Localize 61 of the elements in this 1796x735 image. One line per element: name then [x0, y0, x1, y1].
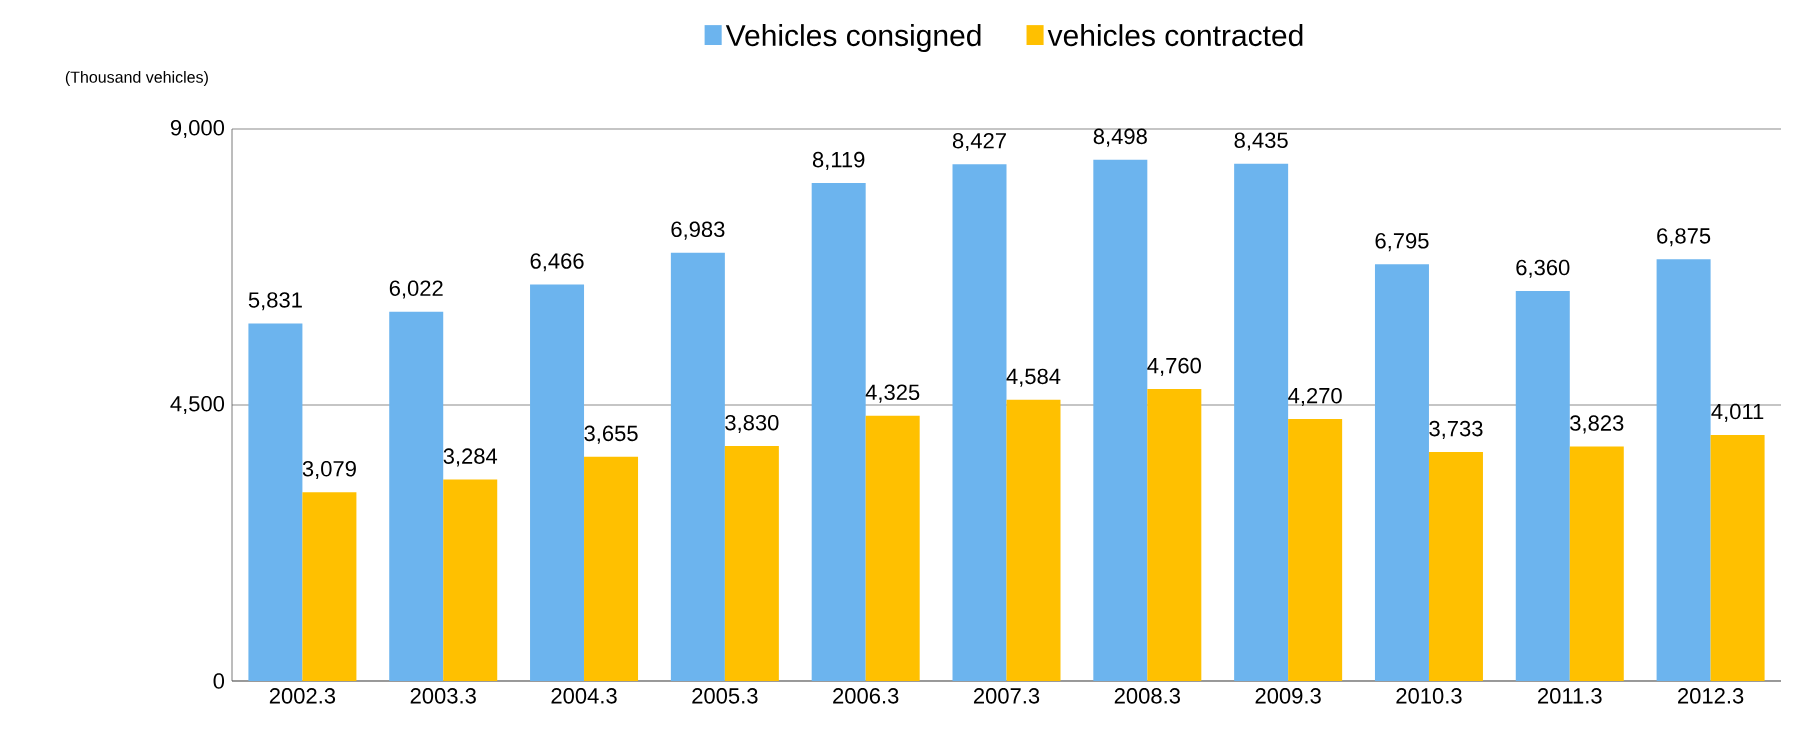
x-tick-label: 2005.3 — [692, 688, 758, 704]
data-label: 6,022 — [389, 280, 443, 299]
data-label: 6,875 — [1657, 228, 1711, 247]
bar — [1093, 159, 1148, 681]
x-tick-label: 2003.3 — [410, 688, 476, 704]
data-label: 6,466 — [530, 253, 584, 272]
bar — [724, 446, 779, 681]
x-tick-label: 2002.3 — [269, 688, 336, 704]
data-label: 8,427 — [952, 132, 1006, 152]
data-label: 3,823 — [1570, 415, 1624, 434]
data-label: 8,119 — [812, 151, 865, 170]
data-label: 8,435 — [1234, 132, 1288, 151]
legend-label: vehicles contracted — [1047, 24, 1303, 47]
x-tick-label: 2012.3 — [1678, 688, 1744, 704]
bar — [1374, 264, 1429, 681]
y-tick-label: 9,000 — [170, 119, 225, 139]
x-tick-label: 2009.3 — [1255, 688, 1321, 704]
bar — [248, 323, 303, 681]
bar — [1515, 290, 1570, 681]
x-tick-label: 2004.3 — [551, 688, 617, 704]
data-label: 4,584 — [1006, 368, 1061, 387]
bar — [1710, 435, 1765, 681]
bar — [1428, 452, 1483, 681]
bar — [1569, 446, 1624, 681]
data-label: 6,983 — [671, 221, 725, 240]
bar — [302, 492, 357, 681]
data-label: 4,325 — [865, 384, 920, 403]
x-tick-label: 2010.3 — [1396, 688, 1462, 704]
bar — [1006, 399, 1061, 681]
bar — [1656, 259, 1711, 681]
data-label: 6,360 — [1516, 259, 1570, 278]
data-label: 3,655 — [584, 425, 638, 444]
y-tick-label: 0 — [213, 673, 225, 689]
data-label: 4,011 — [1711, 403, 1764, 422]
y-tick-label: 4,500 — [170, 395, 225, 415]
bar — [865, 415, 920, 681]
bar — [670, 252, 725, 681]
x-tick-label: 2006.3 — [833, 688, 899, 704]
data-label: 4,270 — [1288, 387, 1342, 407]
bar — [1147, 389, 1202, 681]
x-tick-label: 2007.3 — [973, 688, 1040, 704]
data-label: 5,831 — [248, 292, 302, 311]
bar — [1288, 419, 1343, 681]
bar — [1234, 163, 1289, 681]
bar — [443, 479, 498, 681]
data-label: 3,079 — [302, 460, 356, 480]
legend-label: Vehicles consigned — [725, 24, 981, 53]
x-tick-label: 2011.3 — [1538, 688, 1602, 704]
y-axis-title: (Thousand vehicles) — [65, 71, 208, 86]
data-label: 4,760 — [1147, 357, 1201, 377]
data-label: 8,498 — [1093, 128, 1147, 147]
data-label: 3,830 — [725, 414, 779, 434]
bar — [389, 311, 444, 681]
bar — [530, 284, 585, 681]
bar — [952, 164, 1007, 681]
data-label: 6,795 — [1375, 233, 1429, 252]
bar — [584, 456, 639, 681]
data-label: 3,733 — [1429, 420, 1483, 439]
data-label: 3,284 — [443, 448, 498, 467]
x-tick-label: 2008.3 — [1114, 688, 1180, 704]
bar — [811, 183, 866, 681]
